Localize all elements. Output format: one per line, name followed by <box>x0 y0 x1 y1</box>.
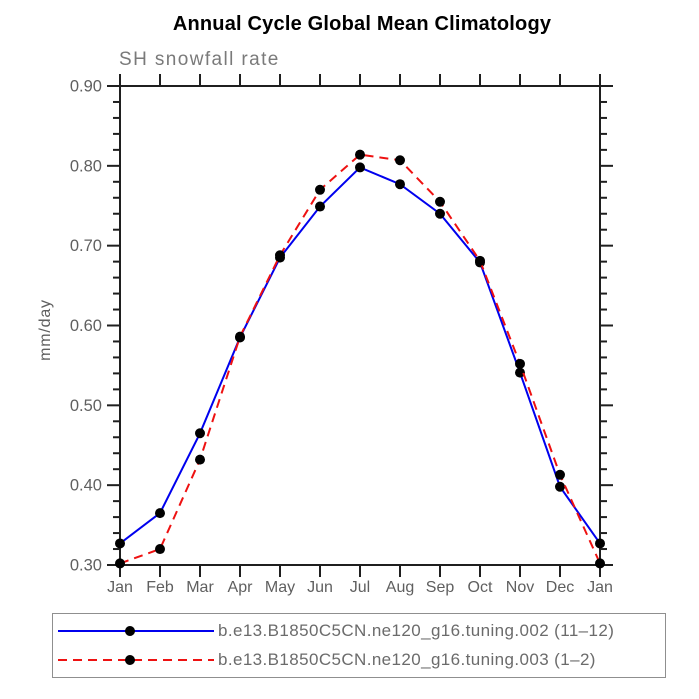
data-point-marker <box>555 481 565 492</box>
data-point-marker <box>395 179 405 190</box>
data-point-marker <box>155 508 165 519</box>
data-point-marker <box>475 255 485 266</box>
legend: b.e13.B1850C5CN.ne120_g16.tuning.002 (11… <box>52 613 666 678</box>
data-point-marker <box>515 358 525 369</box>
series-line <box>119 166 601 545</box>
y-tick-label: 0.40 <box>70 477 102 495</box>
x-tick-label: May <box>265 579 295 596</box>
y-tick-label: 0.30 <box>70 557 102 575</box>
x-tick-label: Jun <box>307 579 333 596</box>
data-point-marker <box>195 454 205 465</box>
data-point-marker <box>115 538 125 549</box>
x-tick-label: Jul <box>350 579 370 596</box>
chart-title: Annual Cycle Global Mean Climatology <box>172 13 552 35</box>
legend-entry: b.e13.B1850C5CN.ne120_g16.tuning.003 (1–… <box>56 647 665 673</box>
data-point-marker <box>395 155 405 166</box>
chart-subtitle: SH snowfall rate <box>119 49 280 70</box>
x-tick-label: Feb <box>146 579 174 596</box>
data-point-marker <box>595 558 605 569</box>
x-tick-label: Nov <box>506 579 534 596</box>
x-tick-label: Mar <box>186 579 214 596</box>
data-point-marker <box>515 367 525 378</box>
y-tick-label: 0.60 <box>70 317 102 335</box>
legend-label: b.e13.B1850C5CN.ne120_g16.tuning.003 (1–… <box>218 650 596 670</box>
data-point-marker <box>195 428 205 439</box>
legend-marker-icon <box>125 625 135 636</box>
y-tick-label: 0.80 <box>70 157 102 175</box>
data-point-marker <box>355 162 365 173</box>
data-point-marker <box>355 149 365 160</box>
x-tick-label: Oct <box>468 579 493 596</box>
data-point-marker <box>555 469 565 480</box>
y-tick-label: 0.90 <box>70 78 102 96</box>
x-tick-label: Sep <box>426 579 455 596</box>
data-point-marker <box>155 544 165 555</box>
legend-label: b.e13.B1850C5CN.ne120_g16.tuning.002 (11… <box>218 620 615 640</box>
data-point-marker <box>275 250 285 261</box>
y-tick-label: 0.70 <box>70 237 102 255</box>
data-point-marker <box>315 201 325 212</box>
x-tick-label: Aug <box>386 579 414 596</box>
legend-line-sample-dashed <box>58 655 214 666</box>
data-point-marker <box>115 558 125 569</box>
legend-marker-icon <box>125 655 135 666</box>
legend-entry: b.e13.B1850C5CN.ne120_g16.tuning.002 (11… <box>56 618 665 644</box>
x-tick-label: Jan <box>107 579 133 596</box>
y-tick-label: 0.50 <box>70 397 102 415</box>
x-tick-label: Apr <box>228 579 254 596</box>
data-point-marker <box>435 208 445 219</box>
series-line <box>119 153 601 565</box>
x-tick-label: Dec <box>546 579 574 596</box>
data-point-marker <box>315 184 325 195</box>
data-point-marker <box>595 538 605 549</box>
x-tick-label: Jan <box>587 579 613 596</box>
legend-line-sample-solid <box>58 625 214 636</box>
plot-area: Jan Feb Mar Apr May Jun Jul Aug Sep Oct Nov Dec Jan 0… <box>70 74 613 596</box>
y-axis-label: mm/day <box>37 299 54 361</box>
data-point-marker <box>435 196 445 207</box>
data-point-marker <box>235 331 245 342</box>
